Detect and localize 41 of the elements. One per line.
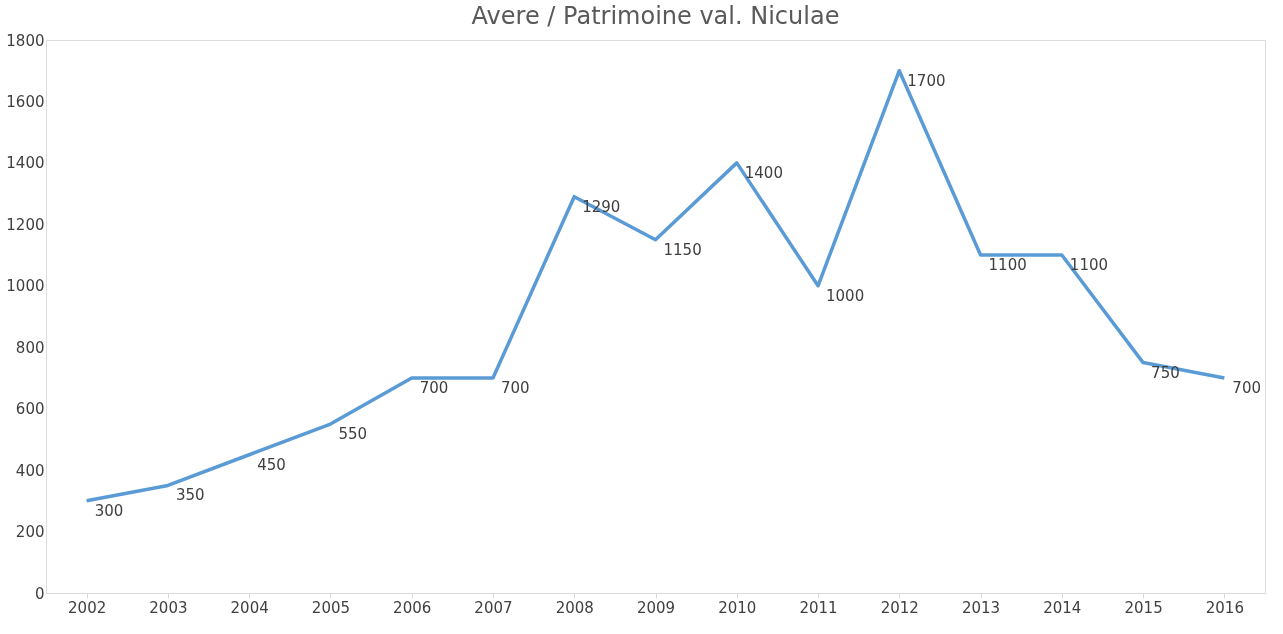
x-tick-label: 2012 xyxy=(880,598,919,617)
y-tick-label: 200 xyxy=(15,523,45,542)
line-series xyxy=(84,68,1227,503)
data-label: 700 xyxy=(419,378,449,397)
x-tick-label: 2010 xyxy=(718,598,757,617)
data-label: 1700 xyxy=(907,71,946,90)
data-label: 1100 xyxy=(988,256,1027,275)
data-label: 1150 xyxy=(663,240,702,259)
y-tick-label: 800 xyxy=(15,338,45,357)
data-label: 550 xyxy=(338,425,368,444)
x-tick-label: 2014 xyxy=(1043,598,1082,617)
y-tick-label: 1200 xyxy=(6,215,45,234)
data-label: 700 xyxy=(500,378,530,397)
x-tick-label: 2002 xyxy=(68,598,107,617)
y-tick-label: 1400 xyxy=(6,154,45,173)
x-tick-label: 2016 xyxy=(1205,598,1244,617)
x-tick-label: 2007 xyxy=(474,598,513,617)
x-tick-label: 2015 xyxy=(1124,598,1163,617)
data-label: 1000 xyxy=(826,286,865,305)
y-tick-label: 1600 xyxy=(6,92,45,111)
x-tick-label: 2006 xyxy=(393,598,432,617)
x-tick-label: 2008 xyxy=(555,598,594,617)
data-label: 1100 xyxy=(1069,256,1109,275)
data-label: 450 xyxy=(257,455,286,474)
x-tick-label: 2003 xyxy=(149,598,188,617)
data-label: 750 xyxy=(1151,363,1180,382)
x-tick-label: 2009 xyxy=(636,598,676,617)
x-tick-label: 2005 xyxy=(311,598,351,617)
x-tick-label: 2011 xyxy=(799,598,838,617)
x-tick-label: 2004 xyxy=(230,598,269,617)
y-tick-label: 1800 xyxy=(6,31,45,50)
x-tick-label: 2013 xyxy=(961,598,1001,617)
data-label: 700 xyxy=(1232,378,1262,397)
y-tick-label: 1000 xyxy=(6,277,45,296)
data-label: 300 xyxy=(94,501,124,520)
y-tick-label: 400 xyxy=(15,461,45,480)
data-label: 1400 xyxy=(744,163,783,182)
y-tick-label: 600 xyxy=(15,400,45,419)
chart-title: Avere / Patrimoine val. Niculae xyxy=(471,2,840,30)
data-label: 350 xyxy=(175,486,205,505)
y-tick-label: 0 xyxy=(34,584,45,603)
